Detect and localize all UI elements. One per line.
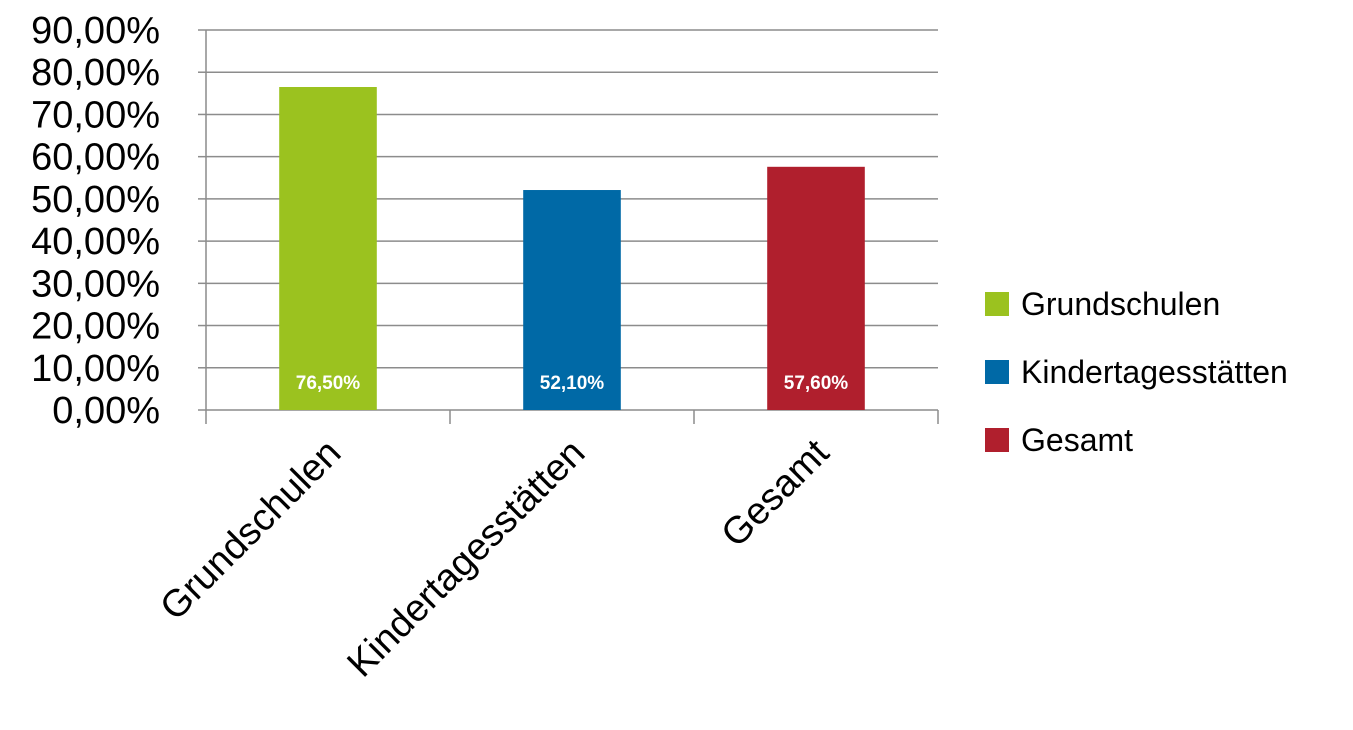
data-labels: 76,50% 52,10% 57,60% bbox=[296, 373, 849, 394]
y-tick-label: 20,00% bbox=[31, 306, 160, 348]
y-tick-label: 90,00% bbox=[31, 10, 160, 52]
legend-swatch bbox=[985, 292, 1009, 316]
y-tick-label: 60,00% bbox=[31, 137, 160, 179]
y-tick-label: 10,00% bbox=[31, 348, 160, 390]
x-tick-label: Gesamt bbox=[714, 431, 838, 555]
legend: Grundschulen Kindertagesstätten Gesamt bbox=[985, 286, 1288, 458]
legend-swatch bbox=[985, 428, 1009, 452]
y-tick-label: 40,00% bbox=[31, 221, 160, 263]
bar bbox=[523, 190, 621, 410]
data-label: 76,50% bbox=[296, 373, 361, 394]
legend-swatch bbox=[985, 360, 1009, 384]
legend-label: Gesamt bbox=[1021, 422, 1133, 458]
data-label: 57,60% bbox=[784, 373, 849, 394]
bars bbox=[279, 87, 865, 410]
y-tick-label: 0,00% bbox=[52, 390, 160, 432]
legend-label: Kindertagesstätten bbox=[1021, 354, 1288, 390]
legend-label: Grundschulen bbox=[1021, 286, 1220, 322]
data-label: 52,10% bbox=[540, 373, 605, 394]
y-tick-label: 50,00% bbox=[31, 179, 160, 221]
y-tick-label: 80,00% bbox=[31, 52, 160, 94]
y-tick-label: 30,00% bbox=[31, 263, 160, 305]
x-tick-label: Grundschulen bbox=[152, 432, 349, 629]
y-tick-label: 70,00% bbox=[31, 94, 160, 136]
y-axis-tick-labels: 0,00%10,00%20,00%30,00%40,00%50,00%60,00… bbox=[31, 10, 160, 432]
bar bbox=[279, 87, 377, 410]
x-tick-label: Kindertagesstätten bbox=[340, 432, 594, 686]
bar bbox=[767, 166, 865, 410]
